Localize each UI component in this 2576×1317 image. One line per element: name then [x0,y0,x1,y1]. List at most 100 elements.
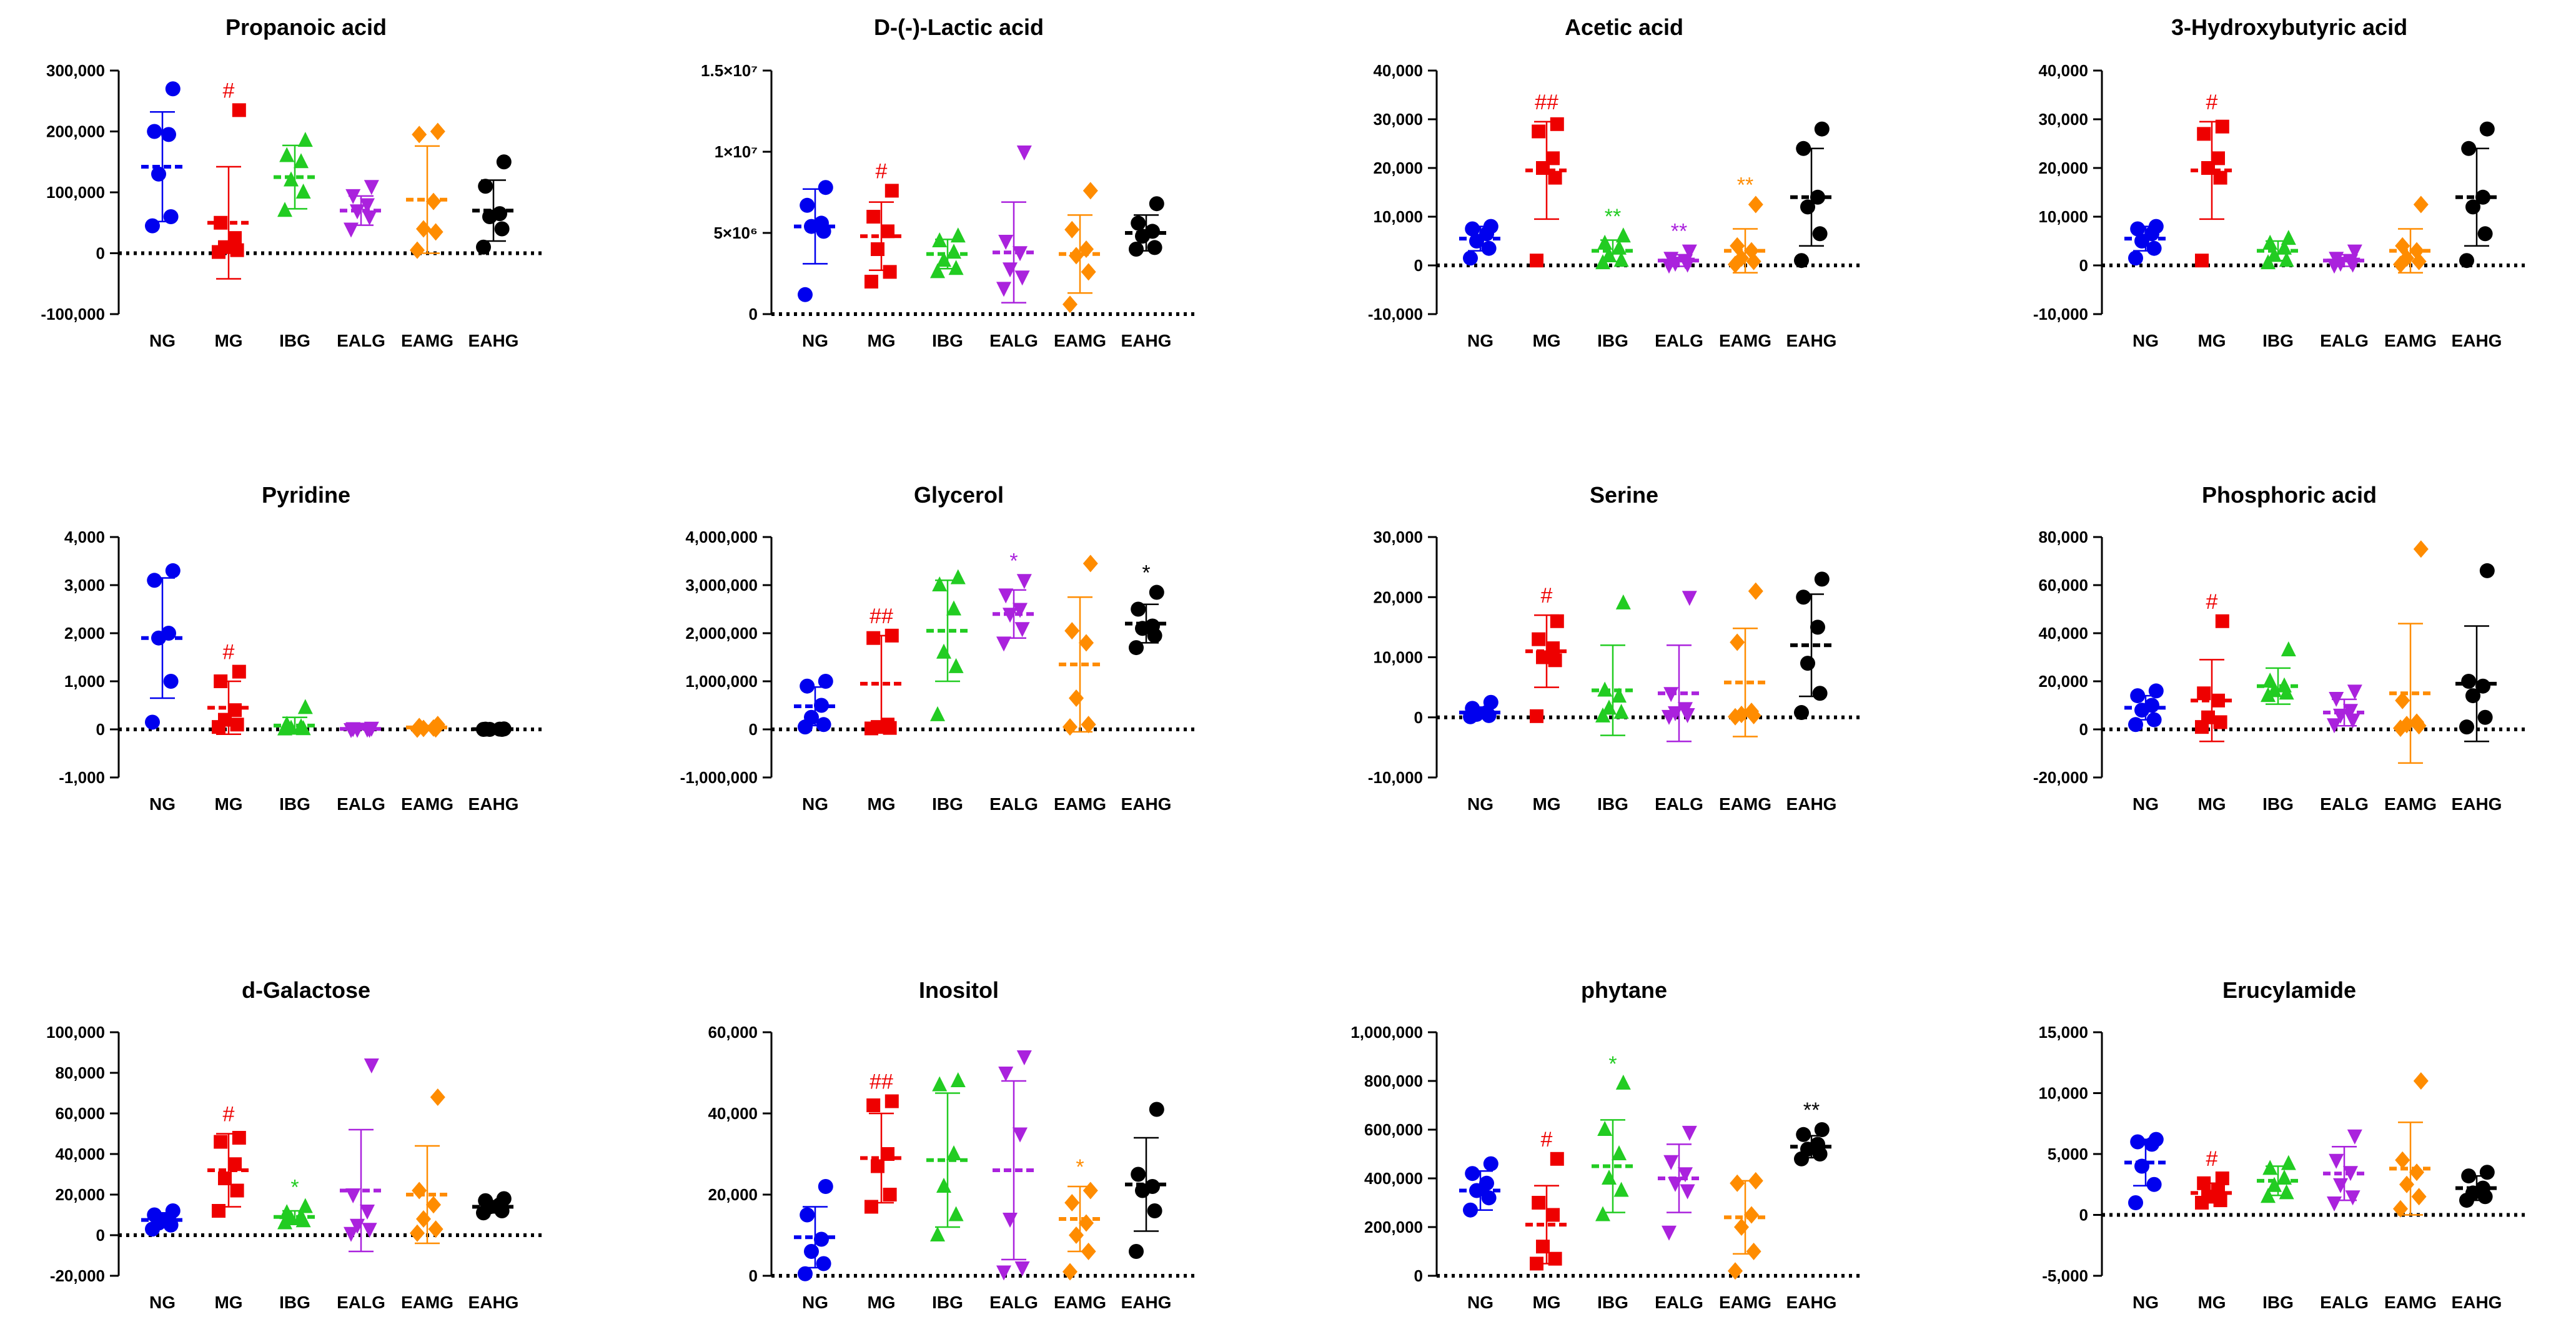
data-point [364,1058,379,1073]
x-tick-label: NG [149,794,176,814]
data-point [218,1171,232,1185]
data-point [883,265,897,279]
data-point [430,122,445,141]
chart-title: phytane [1581,977,1667,1003]
data-point [1530,254,1543,268]
series-ealg [2323,244,2365,274]
data-point [2459,719,2474,735]
data-point [476,239,491,255]
x-tick-label: EALG [2320,331,2369,350]
data-point [1063,1263,1077,1281]
data-point [2197,1176,2211,1190]
series-ng [2124,219,2167,266]
data-point [2465,688,2480,704]
data-point [1548,653,1562,668]
data-point [1597,234,1613,250]
series-eahg: ** [1790,1098,1833,1167]
series-mg: # [207,641,250,735]
data-point [426,1196,441,1214]
y-tick-label: 0 [1414,708,1423,727]
data-point [163,209,179,224]
chart-title: D-(-)-Lactic acid [874,14,1044,40]
data-point [1063,718,1077,736]
significance-marker: ** [1605,205,1621,229]
data-point [295,1212,311,1228]
data-point [1800,656,1815,671]
x-tick-label: IBG [279,794,310,814]
data-point [1746,252,1761,270]
data-point [2479,1165,2495,1180]
series-eahg: * [1125,561,1167,656]
series-mg: # [2191,91,2233,268]
data-point [2195,254,2209,268]
significance-marker: ## [869,1070,893,1094]
data-point [864,1200,878,1214]
data-point [1800,199,1815,215]
data-point [1796,141,1811,156]
data-point [2148,683,2164,699]
series-ealg [993,1050,1035,1281]
data-point [1613,704,1629,719]
series-eamg: * [1059,1155,1101,1281]
y-tick-label: 2,000,000 [685,624,758,643]
chart-title: Pyridine [262,482,350,508]
data-point [297,699,313,714]
data-point [2399,1175,2414,1193]
x-tick-label: NG [1467,1293,1494,1312]
data-point [2327,718,2342,734]
series-eamg [1724,1171,1766,1280]
data-point [2393,255,2408,274]
x-tick-label: EAMG [1054,1293,1106,1312]
series-eahg [2455,1165,2498,1208]
data-point [1746,1243,1761,1260]
y-tick-label: 30,000 [2038,110,2088,129]
data-point [496,154,512,170]
data-point [147,124,162,139]
series-mg: # [860,159,903,289]
data-point [1615,227,1631,243]
data-point [2130,1134,2146,1150]
data-point [948,260,964,275]
series-ealg [340,180,382,238]
data-point [1728,708,1743,726]
y-tick-label: 80,000 [2038,528,2088,546]
significance-marker: ## [1535,91,1558,114]
series-ealg [340,721,382,738]
data-point [2411,252,2427,270]
y-tick-label: 1,000 [64,672,105,691]
x-tick-label: EALG [1655,331,1703,350]
data-point [2128,1195,2143,1210]
y-tick-label: 60,000 [2038,576,2088,594]
x-tick-label: EALG [989,1293,1038,1312]
data-point [1081,1243,1096,1260]
series-mg: # [207,1103,250,1218]
data-point [2327,1196,2342,1211]
y-tick-label: -20,000 [50,1266,105,1285]
data-point [1483,1156,1499,1171]
data-point [2459,1193,2474,1208]
data-point [936,1178,951,1193]
data-point [1550,117,1564,131]
series-ibg [2257,1155,2299,1203]
series-mg: # [1525,1128,1568,1271]
significance-marker: * [290,1176,299,1200]
data-point [866,631,881,645]
data-point [1129,242,1144,257]
panel-d-galactose: d-Galactose -20,000 0 20,000 40,000 60,000 80,… [46,977,543,1312]
x-tick-label: IBG [279,1293,310,1312]
data-point [946,244,961,259]
data-point [2146,712,2162,728]
series-eahg [2455,121,2498,269]
series-ng [2124,1132,2167,1210]
y-tick-label: 1,000,000 [685,672,758,691]
x-tick-label: EALG [337,331,385,350]
x-tick-label: IBG [932,1293,963,1312]
panel-phosphoric-acid: Phosphoric acid -20,000 0 20,000 40,000 60,00… [2033,482,2527,814]
data-point [818,674,833,689]
data-point [1149,196,1164,212]
y-tick-label: 30,000 [1373,110,1423,129]
x-tick-label: MG [867,794,895,814]
y-tick-label: 1×10⁷ [715,142,758,161]
x-tick-label: NG [2133,794,2159,814]
chart-title: Inositol [919,977,999,1003]
